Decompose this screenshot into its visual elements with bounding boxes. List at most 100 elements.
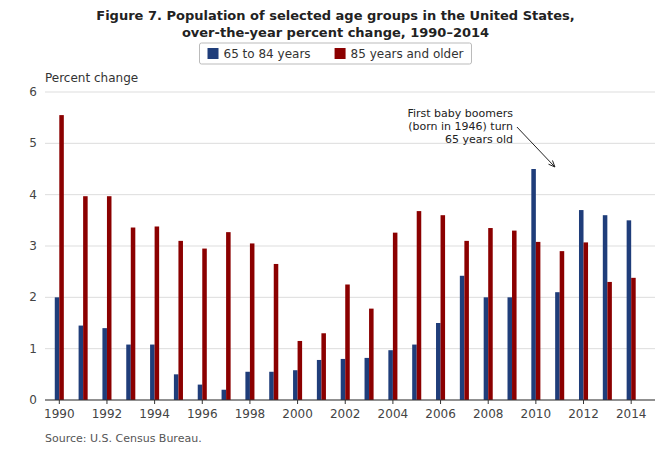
x-tick [345,400,346,404]
bar [369,309,374,400]
grid-line [45,400,655,401]
chart: Figure 7. Population of selected age gro… [0,0,671,450]
bar [484,297,489,400]
bar [627,220,632,400]
bar [488,228,493,400]
bar [464,241,469,400]
bar [460,276,465,400]
bar [226,232,231,400]
x-tick-label: 2012 [568,407,599,421]
bar [293,370,298,400]
x-tick [392,400,393,404]
bar [83,196,88,400]
y-tick-label: 4 [29,188,37,202]
bars [55,115,636,400]
legend-frame [200,43,472,64]
x-tick [535,400,536,404]
x-tick [106,400,107,404]
bar [579,210,584,400]
legend-swatch [208,48,219,59]
bar [317,360,322,400]
x-tick [59,400,60,404]
x-tick-label: 2014 [616,407,647,421]
legend-label: 65 to 84 years [224,47,311,61]
bar [150,345,155,400]
annotation: First baby boomers(born in 1946) turn65 … [407,107,513,146]
x-tick-label: 2010 [521,407,552,421]
bar [388,350,393,400]
annotation-arrow [517,127,555,167]
x-tick-label: 2004 [378,407,409,421]
legend-label: 85 years and older [351,47,464,61]
bar [59,115,64,400]
y-tick-label: 2 [29,290,37,304]
bar [245,372,250,400]
bar [412,345,417,400]
bar [341,359,346,400]
bar [345,285,350,401]
bar [102,328,107,400]
bar [555,292,560,400]
x-tick-label: 1996 [187,407,218,421]
bar [417,211,422,400]
x-tick [202,400,203,404]
bar [607,282,612,400]
x-tick-label: 1992 [92,407,123,421]
bar [126,345,131,400]
bar [531,169,536,400]
title: Figure 7. Population of selected age gro… [96,8,574,23]
bar [198,385,203,400]
y-tick-label: 1 [29,342,37,356]
x-tick-label: 2006 [425,407,456,421]
bar [131,228,136,400]
bar [55,297,60,400]
bar [107,196,112,400]
bar [79,326,84,400]
x-tick [583,400,584,404]
annotation-arrowhead [549,160,555,167]
bar [508,297,513,400]
x-tick [297,400,298,404]
bar [365,358,370,400]
bar [560,251,565,400]
legend-swatch [335,48,346,59]
subtitle: over-the-year percent change, 1990–2014 [182,25,489,40]
x-tick-label: 1990 [44,407,75,421]
x-tick [249,400,250,404]
bar [250,243,255,400]
bar [512,231,517,400]
x-tick-label: 2002 [330,407,361,421]
y-tick-label: 5 [29,136,37,150]
bar [222,390,227,400]
grid-line [45,194,655,195]
bar [436,323,441,400]
bar [441,215,446,400]
x-tick-label: 1998 [235,407,266,421]
source: Source: U.S. Census Bureau. [45,432,202,445]
x-tick [631,400,632,404]
bar [178,241,183,400]
x-tick-label: 2000 [282,407,313,421]
x-tick-label: 1994 [139,407,170,421]
bar [202,249,207,400]
bar [155,226,160,400]
legend: 65 to 84 years 85 years and older [200,43,472,64]
x-tick [154,400,155,404]
bar [321,333,326,400]
bar [274,264,279,400]
bar [298,341,303,400]
bar [631,278,636,400]
y-tick-label: 3 [29,239,37,253]
bar [584,242,589,400]
grid-line [45,143,655,144]
bar [536,242,541,400]
y-tick-label: 0 [29,393,37,407]
x-tick [488,400,489,404]
grid-line [45,92,655,93]
bar [269,372,274,400]
y-tick-label: 6 [29,85,37,99]
grid-line [45,246,655,247]
x-axis-line [45,400,655,401]
bar [603,215,608,400]
y-axis-label: Percent change [45,71,138,85]
